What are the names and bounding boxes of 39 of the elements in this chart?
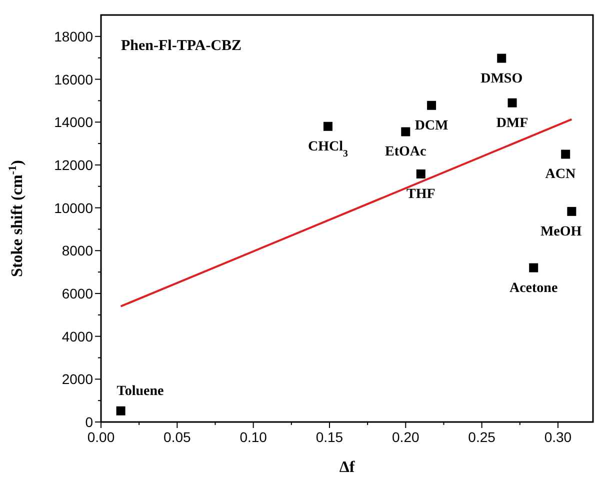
x-tick-label: 0.30	[544, 429, 572, 445]
point	[116, 406, 126, 416]
point	[401, 127, 410, 136]
annotation: Toluene	[116, 384, 164, 399]
y-tick-label: 14000	[54, 114, 94, 130]
y-tick-label: 18000	[54, 28, 94, 44]
x-tick-label: 0.25	[468, 429, 496, 445]
point	[567, 206, 576, 216]
annotation: DMF	[496, 116, 528, 131]
y-tick-label: 16000	[54, 71, 94, 88]
point	[529, 263, 538, 272]
point	[323, 122, 332, 131]
x-tick-label: 0.15	[316, 429, 344, 445]
annotation: EtOAc	[385, 144, 426, 160]
annotation: Acetone	[509, 280, 558, 296]
x-tick-label: 0.00	[87, 429, 115, 445]
y-tick-label: 2000	[62, 371, 94, 388]
point	[497, 54, 506, 63]
point	[416, 169, 426, 178]
point	[427, 100, 436, 110]
annotation: THF	[406, 186, 436, 202]
y-tick-label: 10000	[54, 200, 94, 216]
point	[508, 98, 517, 108]
annotation: CHCl$_{3}$	[308, 139, 348, 159]
y-tick-label: 8000	[62, 242, 94, 259]
annotation: DMSO	[480, 71, 523, 86]
annotation: ACN	[545, 167, 576, 182]
y-tick-label: 6000	[62, 285, 94, 302]
y-tick-label: 0	[85, 414, 94, 430]
x-tick-label: 0.10	[240, 429, 268, 445]
x-tick-label: 0.05	[164, 429, 191, 445]
x-axis-title: Δf	[339, 459, 356, 476]
annotation: MeOH	[540, 224, 582, 240]
annotation: DCM	[414, 118, 448, 134]
y-tick-label: 12000	[54, 156, 94, 173]
point	[561, 150, 570, 159]
y-tick-label: 4000	[62, 328, 94, 344]
annotation: Phen-Fl-TPA-CBZ	[121, 38, 242, 54]
x-tick-label: 0.20	[392, 429, 420, 445]
